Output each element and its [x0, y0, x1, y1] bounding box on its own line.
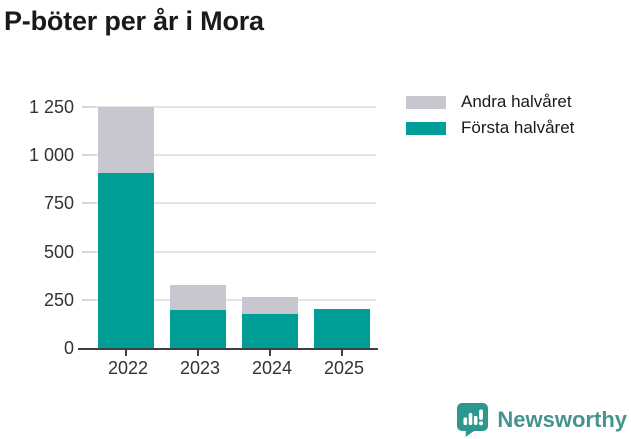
y-tick-1250 — [82, 106, 95, 108]
bar-segment-andra-halvaret-2024 — [242, 296, 298, 315]
y-tick-label-500: 500 — [43, 241, 74, 262]
bar-segment-forsta-halvaret-2022 — [98, 172, 154, 348]
newsworthy-icon — [457, 403, 489, 437]
y-tick-label-0: 0 — [63, 338, 74, 358]
bar-segment-andra-halvaret-2022 — [98, 107, 154, 173]
x-tick-2023 — [197, 350, 199, 356]
plot-area — [78, 106, 378, 356]
x-tick-label-2023: 2023 — [179, 358, 221, 378]
y-tick-750 — [82, 202, 95, 205]
x-tick-label-2022: 2022 — [107, 358, 149, 378]
x-axis-labels: 2022 2023 2024 2025 — [88, 357, 376, 381]
x-tick-2025 — [341, 350, 343, 356]
chart-title: P-böter per år i Mora — [4, 6, 264, 36]
y-tick-250 — [82, 298, 95, 301]
legend-item-forsta-halvaret: Första halvåret — [406, 115, 574, 141]
x-tick-2022 — [125, 350, 127, 356]
y-tick-label-1000: 1 000 — [28, 145, 74, 166]
gridline-750 — [88, 202, 376, 205]
legend-swatch-forsta-halvaret — [406, 121, 446, 135]
y-tick-1000 — [82, 154, 95, 157]
bar-segment-forsta-halvaret-2025 — [314, 309, 370, 348]
y-tick-500 — [82, 250, 95, 253]
y-axis-labels: 0 250 500 750 1 000 1 250 — [0, 97, 74, 358]
y-tick-label-250: 250 — [43, 289, 74, 310]
gridline-1000 — [88, 154, 376, 157]
newsworthy-wordmark: Newsworthy — [497, 406, 627, 432]
legend-label-andra-halvaret: Andra halvåret — [461, 92, 572, 111]
y-tick-label-750: 750 — [43, 193, 74, 214]
y-tick-label-1250: 1 250 — [28, 97, 74, 117]
legend-item-andra-halvaret: Andra halvåret — [406, 89, 574, 115]
legend: Andra halvåret Första halvåret — [406, 89, 574, 141]
x-tick-label-2025: 2025 — [323, 358, 365, 378]
gridline-250 — [88, 298, 376, 301]
bar-segment-forsta-halvaret-2024 — [242, 314, 298, 348]
gridline-500 — [88, 250, 376, 253]
x-tick-2024 — [269, 350, 271, 356]
gridline-1250 — [88, 106, 376, 108]
bar-segment-andra-halvaret-2023 — [170, 285, 226, 311]
x-tick-label-2024: 2024 — [251, 358, 293, 378]
newsworthy-logo[interactable]: Newsworthy — [456, 402, 627, 437]
x-axis-line — [78, 348, 378, 350]
legend-label-forsta-halvaret: Första halvåret — [461, 118, 575, 137]
bar-segment-forsta-halvaret-2023 — [170, 310, 226, 348]
legend-swatch-andra-halvaret — [406, 95, 446, 109]
